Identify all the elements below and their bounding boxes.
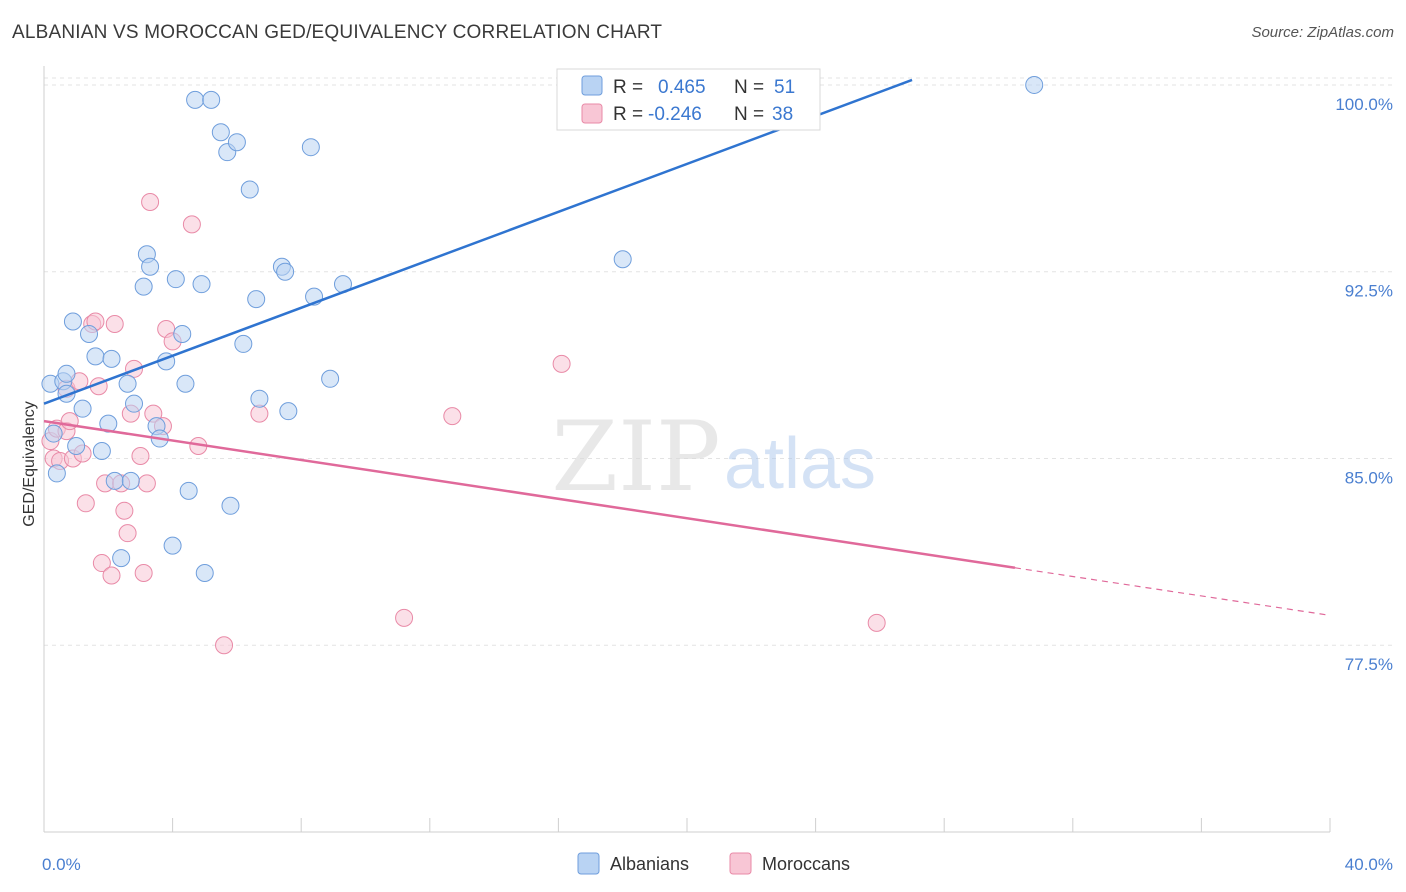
x-tick-label: 40.0% [1345,855,1393,874]
albanians-point [250,389,269,408]
albanians-point [1025,75,1044,94]
albanians-point [63,312,82,331]
albanians-point [301,138,320,157]
legend-moroccans-n-label: N = [734,104,764,125]
albanians-point [613,250,632,269]
albanians-point [80,324,99,343]
albanians-point [211,123,230,142]
albanians-point [121,471,140,490]
legend-moroccans-n-value: 38 [772,104,793,125]
albanians-point [279,402,298,421]
legend-albanians-n-value: 51 [774,77,795,98]
albanians-point [234,334,253,353]
albanians-point [221,496,240,515]
albanians-point [134,277,153,296]
moroccans-point [134,564,153,583]
legend-bottom-albanians-label: Albanians [610,854,689,874]
albanians-point [102,349,121,368]
moroccans-point [141,192,160,211]
moroccans-point [92,554,111,573]
moroccans-point [76,494,95,513]
albanians-point [73,399,92,418]
moroccans-point [105,315,124,333]
legend-albanians-swatch [581,75,603,96]
albanians-point [44,424,63,443]
legend-moroccans-r-label: R = [613,104,643,125]
watermark: ZIP atlas [551,401,876,513]
moroccans-point [395,608,414,627]
moroccans-point [131,446,150,465]
y-tick-label: 100.0% [1335,95,1393,114]
albanians-point [105,471,124,490]
albanians-point [118,374,137,393]
chart-title: ALBANIAN VS MOROCCAN GED/EQUIVALENCY COR… [12,22,663,43]
legend-correlation: R = 0.465 N = 51 R = -0.246 N = 38 [556,68,821,131]
moroccans-point [115,501,134,520]
albanians-point [125,394,144,413]
legend-bottom-albanians-swatch [577,852,600,875]
grid-lines [44,77,1395,646]
legend-moroccans-r-value: -0.246 [648,104,702,125]
moroccans-point [215,636,234,655]
legend-bottom-moroccans-swatch [729,852,752,875]
tick-labels: 100.0% 92.5% 85.0% 77.5% 0.0% 40.0% [42,95,1393,874]
y-tick-label: 77.5% [1345,655,1393,674]
albanians-point [141,257,160,276]
albanians-point [173,324,192,343]
x-tick-label: 0.0% [42,855,81,874]
legend-albanians-r-label: R = [613,77,643,98]
albanians-point [67,437,86,456]
moroccans-trend-line-extension [1014,567,1331,616]
y-axis-label: GED/Equivalency [21,401,38,526]
legend-series: Albanians Moroccans [577,852,850,875]
source-label: Source: ZipAtlas.com [1251,24,1394,41]
watermark-zip: ZIP [551,401,720,513]
albanians-point [99,414,118,433]
legend-albanians-n-label: N = [734,77,764,98]
albanians-point [240,180,259,199]
albanians-point [163,536,182,555]
albanians-point [86,347,105,366]
albanians-point [57,364,76,383]
albanians-point [227,133,246,152]
moroccans-point [867,613,886,632]
albanians-point [186,90,205,109]
albanians-point [92,442,111,460]
albanians-point [202,90,221,109]
legend-moroccans-swatch [581,103,603,124]
albanians-points [41,75,1044,583]
albanians-point [276,262,295,281]
albanians-point [112,549,131,568]
moroccans-point [102,566,121,585]
albanians-point [179,481,198,500]
y-tick-label: 85.0% [1345,468,1393,487]
moroccans-point [552,354,571,373]
albanians-point [321,369,340,388]
trend-lines [43,78,1331,616]
moroccans-point [118,524,137,543]
albanians-point [47,464,66,483]
albanians-point [176,374,195,393]
albanians-point [166,270,185,289]
moroccans-trend-line [43,419,1016,570]
albanians-point [195,564,214,583]
albanians-point [192,275,211,294]
moroccans-point [182,215,201,234]
watermark-atlas: atlas [724,424,876,504]
legend-albanians-r-value: 0.465 [658,77,706,98]
moroccans-point [137,474,156,493]
legend-bottom-moroccans-label: Moroccans [762,854,850,874]
axes [43,66,1331,833]
moroccans-point [443,407,462,426]
albanians-point [247,290,266,309]
y-tick-label: 92.5% [1345,282,1393,301]
albanians-trend-line [43,78,913,405]
